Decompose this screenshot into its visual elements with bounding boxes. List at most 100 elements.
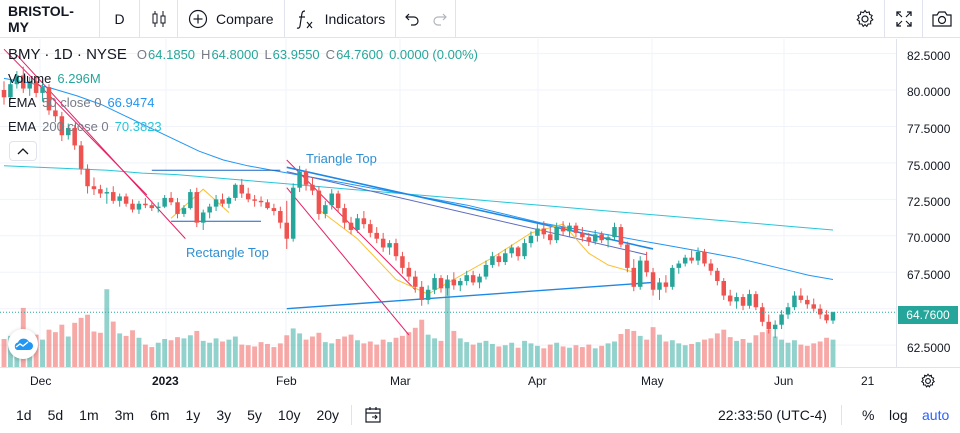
interval-select[interactable]: D	[100, 0, 140, 38]
volume-bar	[579, 347, 585, 367]
candle-body	[59, 116, 65, 136]
candle-body	[432, 278, 437, 290]
candle-body	[278, 211, 283, 223]
candle-body	[387, 243, 392, 248]
volume-bar	[265, 343, 270, 367]
redo-icon	[433, 13, 447, 26]
undo-icon	[405, 13, 419, 26]
candle-body	[760, 307, 765, 322]
candle-body	[53, 110, 58, 117]
volume-bar	[91, 331, 97, 367]
clock-timezone[interactable]: 22:33:50 (UTC-4)	[718, 406, 827, 423]
ema200-path	[3, 165, 834, 231]
chart-style-button[interactable]	[140, 0, 178, 38]
candle-body	[335, 193, 341, 209]
volume-bar	[663, 341, 669, 367]
candle-body	[509, 247, 514, 254]
candle-body	[702, 251, 707, 264]
indicators-button[interactable]: Indicators	[285, 0, 397, 38]
axis-settings-button[interactable]	[918, 371, 938, 391]
legend-main-row: BMY · 1D · NYSE O 64.1850 H 64.8000 L 63.95…	[8, 46, 478, 66]
volume-bar	[567, 347, 572, 367]
last-price-badge: 64.7600	[898, 306, 958, 324]
volume-bar	[740, 339, 746, 367]
volume-bar	[702, 339, 707, 367]
volume-bar	[40, 339, 46, 367]
volume-bar	[277, 343, 283, 367]
chevron-up-icon	[17, 148, 29, 155]
legend-ema200-row[interactable]: EMA 200 close 0 70.3823	[8, 114, 478, 138]
volume-bar	[406, 332, 412, 367]
candle-body	[310, 184, 315, 191]
calendar-range-icon	[365, 406, 381, 423]
volume-bar	[644, 339, 650, 367]
candle-body	[830, 312, 836, 321]
time-axis[interactable]: Dec 2023 Feb Mar Apr May Jun 21	[0, 367, 960, 393]
snapshot-button[interactable]	[922, 0, 960, 38]
range-5d[interactable]: 5d	[47, 406, 64, 423]
legend-ema50-row[interactable]: EMA 50 close 0 66.9474	[8, 90, 478, 114]
range-3m[interactable]: 3m	[114, 406, 135, 423]
volume-bar	[676, 343, 682, 367]
volume-bar	[560, 346, 566, 367]
candle-body	[85, 168, 90, 187]
symbol-search[interactable]: BRISTOL-MY	[0, 0, 100, 38]
candle-body	[740, 297, 746, 306]
volume-bar	[489, 343, 495, 367]
volume-bar	[316, 332, 322, 367]
legend-collapse-button[interactable]	[9, 141, 37, 161]
candle-body	[355, 218, 360, 230]
range-6m[interactable]: 6m	[150, 406, 170, 423]
range-1m[interactable]: 1m	[79, 406, 99, 423]
bottom-toolbar: 1d 5d 1m 3m 6m 1y 3y 5y 10y 20y 22:33:50…	[0, 396, 960, 433]
fullscreen-button[interactable]	[884, 0, 922, 38]
candle-body	[753, 294, 759, 308]
candle-body	[78, 145, 84, 169]
range-10y[interactable]: 10y	[277, 406, 301, 423]
fx-icon	[296, 9, 313, 29]
candle-body	[181, 208, 187, 214]
candle-body	[573, 225, 579, 233]
range-1y[interactable]: 1y	[185, 406, 201, 423]
volume-bar	[714, 333, 720, 367]
price-axis-label: 82.5000	[907, 49, 951, 63]
volume-bar	[631, 330, 637, 367]
price-axis-label: 75.0000	[907, 159, 951, 173]
candle-body	[297, 171, 302, 188]
candle-body	[792, 295, 797, 308]
tradingview-logo[interactable]	[8, 329, 38, 359]
compare-button[interactable]: Compare	[178, 0, 285, 38]
candle-body	[239, 184, 245, 194]
volume-bar	[322, 342, 328, 367]
redo-button[interactable]	[426, 0, 457, 38]
range-20y[interactable]: 20y	[316, 406, 340, 423]
time-axis-label: May	[641, 374, 664, 388]
volume-bar	[534, 345, 540, 367]
candle-body	[811, 304, 816, 309]
candle-body	[483, 264, 489, 277]
volume-bar	[1, 339, 7, 367]
time-axis-label: 21	[861, 374, 875, 388]
candle-body	[72, 127, 77, 146]
price-axis[interactable]: 82.5000 80.0000 77.5000 75.0000 72.5000 …	[896, 39, 960, 367]
volume-bar	[708, 338, 714, 367]
candle-body	[233, 184, 238, 198]
triangle-upper-line	[286, 171, 647, 256]
auto-toggle[interactable]: auto	[922, 406, 950, 423]
goto-date-button[interactable]	[356, 400, 390, 430]
range-3y[interactable]: 3y	[216, 406, 232, 423]
undo-button[interactable]	[396, 0, 426, 38]
candle-body	[798, 295, 804, 300]
candle-body	[734, 297, 739, 302]
legend-volume-row[interactable]: Volume 6.296M	[8, 66, 478, 90]
percent-toggle[interactable]: %	[862, 406, 875, 423]
volume-bar	[766, 329, 772, 367]
log-toggle[interactable]: log	[889, 406, 908, 423]
volume-bar	[297, 333, 303, 367]
range-5y[interactable]: 5y	[247, 406, 262, 423]
candle-body	[458, 280, 463, 286]
camera-icon	[931, 11, 952, 27]
range-1d[interactable]: 1d	[16, 406, 32, 423]
zigzag-line	[170, 188, 230, 219]
settings-button[interactable]	[846, 0, 884, 38]
